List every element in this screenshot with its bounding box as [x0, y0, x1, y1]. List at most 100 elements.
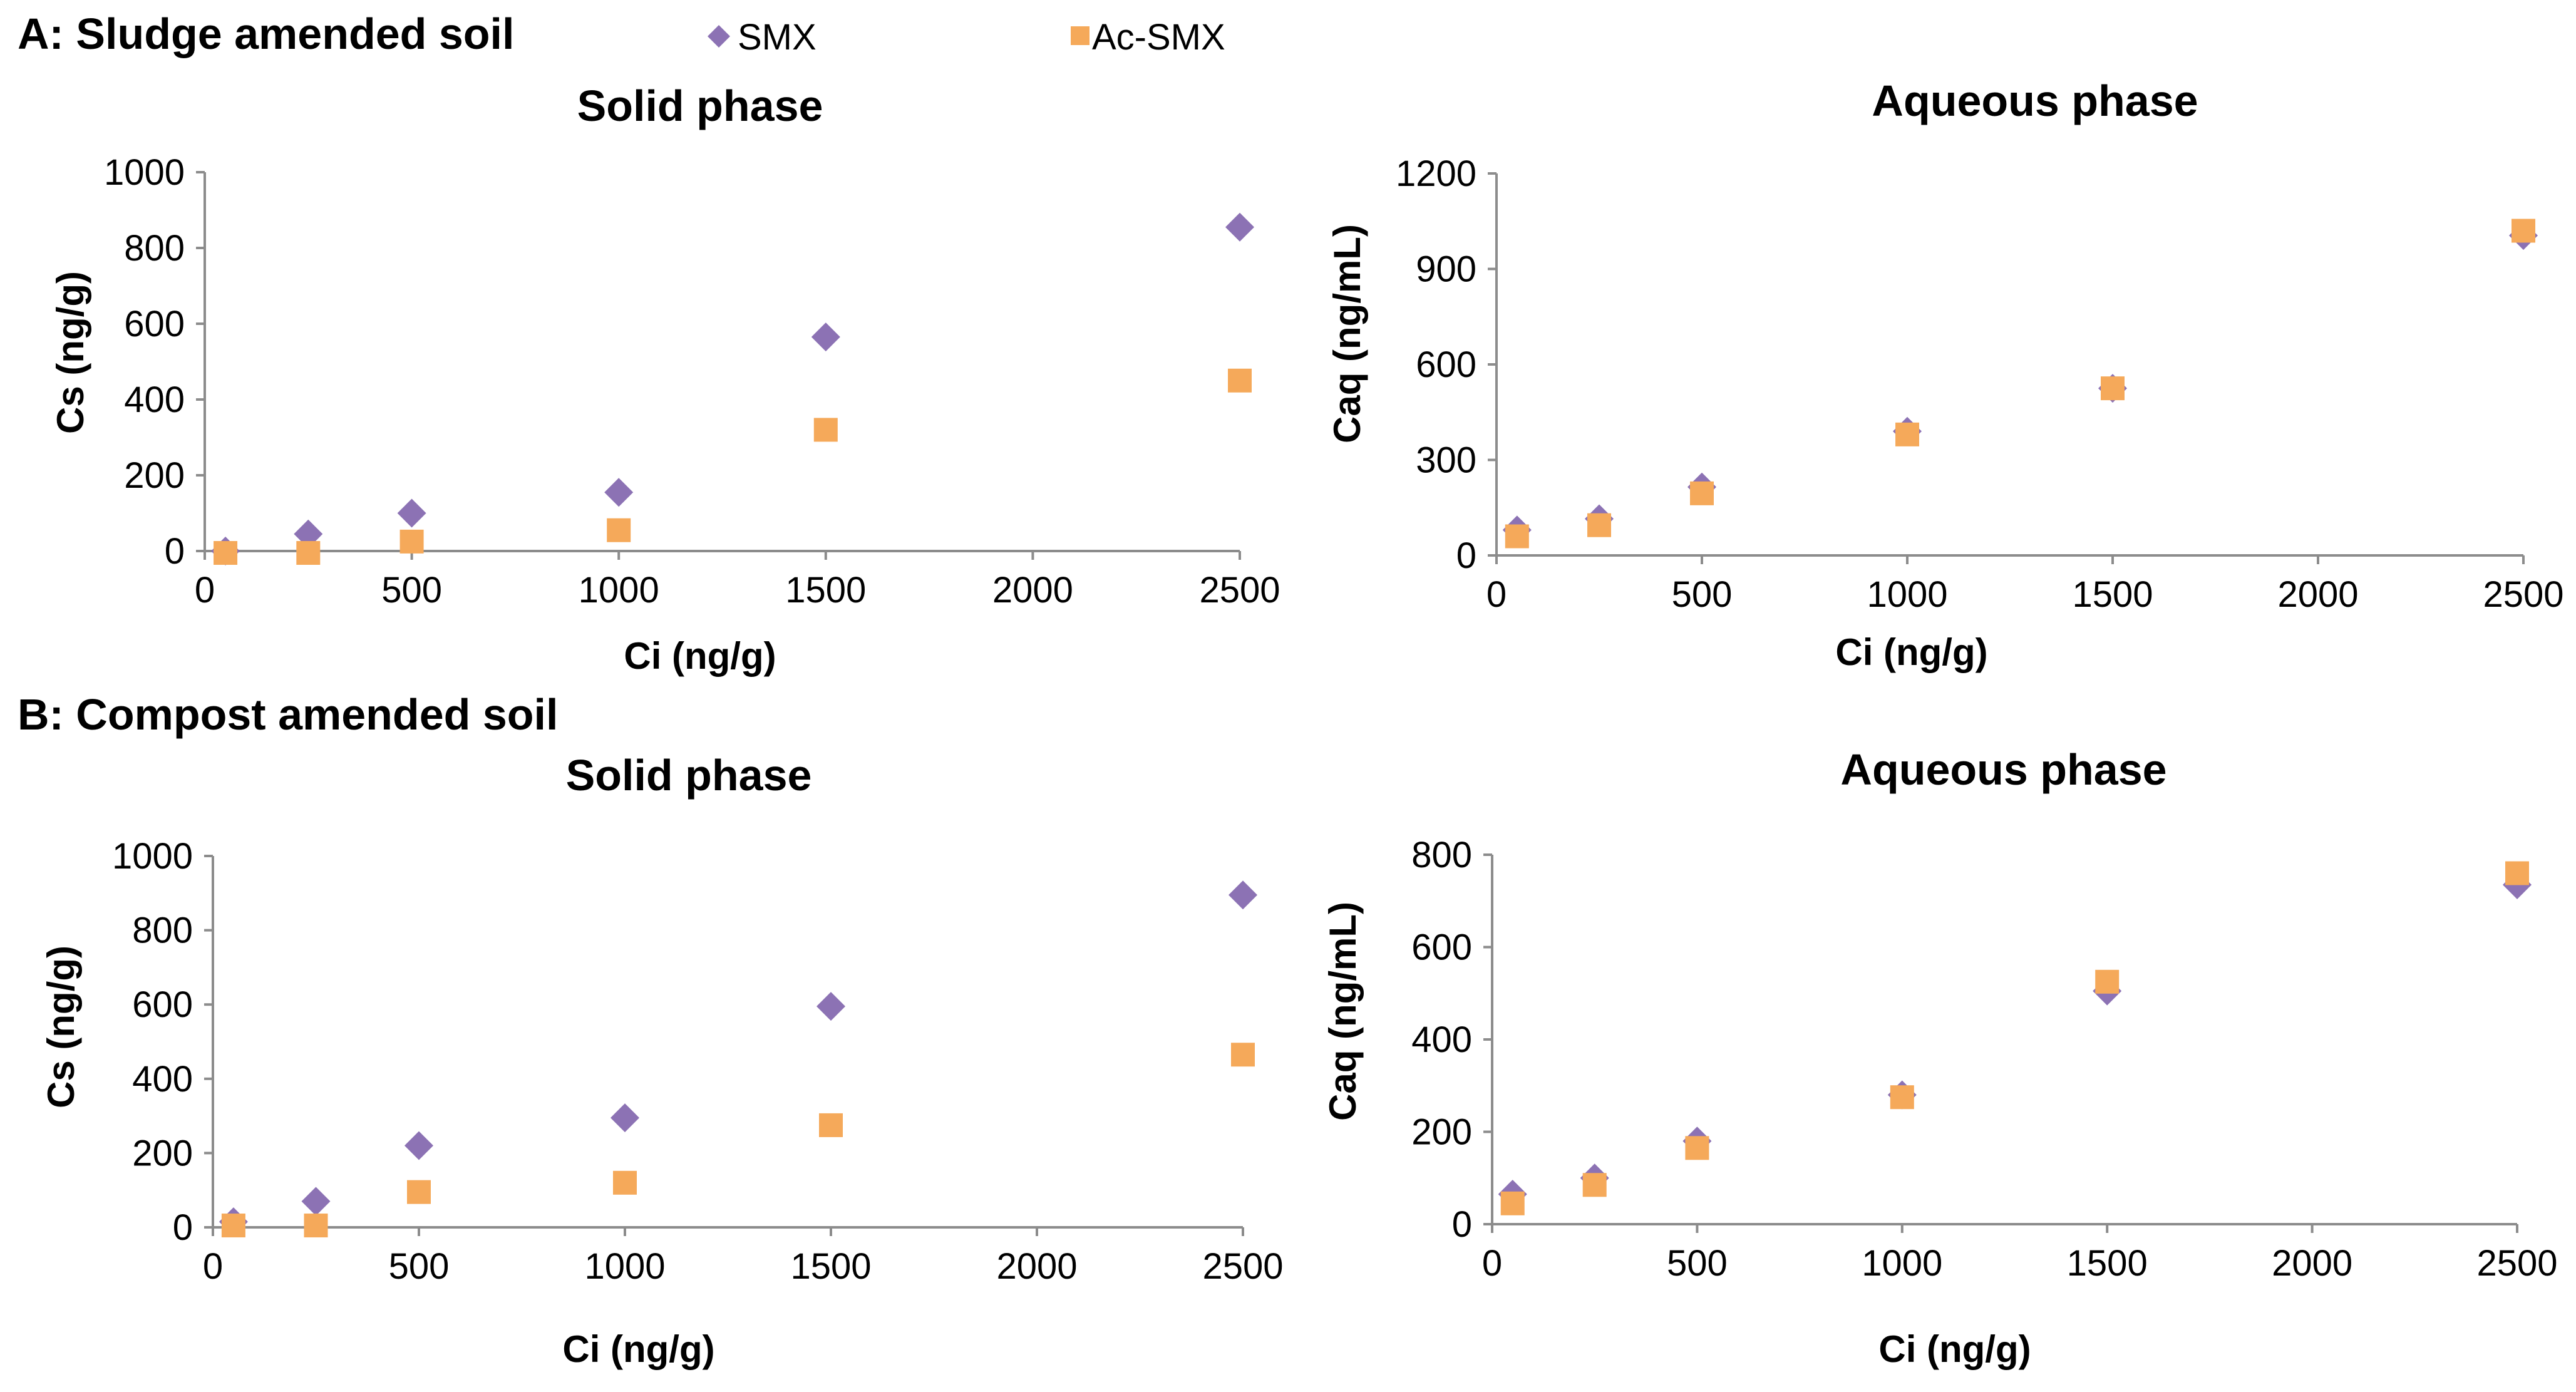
chart-a-solid-phase: Solid phase Ci (ng/g) Cs (ng/g) 0 200 400 6…	[49, 81, 1280, 677]
x-tick-label: 0	[1482, 1243, 1502, 1284]
point-ac-smx	[304, 1214, 328, 1238]
x-tick-label: 2500	[2483, 574, 2563, 615]
point-smx	[301, 1187, 331, 1216]
y-tick-labels: 0 300 600 900 1200	[1396, 153, 1497, 576]
x-tick-label: 2000	[2272, 1243, 2352, 1284]
point-ac-smx	[2505, 861, 2529, 885]
y-tick-label: 200	[1411, 1112, 1472, 1153]
x-tick-label: 1500	[2067, 1243, 2148, 1284]
x-tick-label: 500	[1672, 574, 1733, 615]
y-tick-labels: 0 200 400 600 800 1000	[104, 152, 205, 572]
x-tick-label: 1500	[785, 570, 866, 611]
y-tick-label: 0	[1456, 535, 1476, 576]
point-ac-smx	[296, 541, 321, 565]
data-points	[1502, 219, 2538, 549]
point-smx	[817, 992, 845, 1021]
legend-marker-ac-smx	[1071, 26, 1090, 45]
x-tick-label: 0	[1486, 574, 1507, 615]
chart-title: Solid phase	[577, 81, 823, 130]
x-axis-title: Ci (ng/g)	[624, 635, 776, 677]
x-axis-title: Ci (ng/g)	[1835, 631, 1987, 673]
x-tick-labels: 0 500 1000 1500 2000 2500	[203, 1227, 1284, 1287]
panel-label-b: B: Compost amended soil	[18, 690, 558, 739]
x-tick-label: 1500	[790, 1246, 871, 1287]
point-ac-smx	[399, 529, 424, 554]
chart-a-aqueous-phase: Aqueous phase Ci (ng/g) Caq (ng/mL) 0 300…	[1326, 76, 2564, 673]
point-ac-smx	[1895, 422, 1919, 446]
y-tick-label: 1200	[1396, 153, 1476, 194]
point-smx	[611, 1103, 639, 1133]
y-axis-title: Caq (ng/mL)	[1326, 224, 1368, 443]
point-ac-smx	[407, 1180, 431, 1204]
point-smx	[397, 498, 426, 528]
x-tick-label: 1000	[1867, 574, 1947, 615]
point-ac-smx	[813, 418, 838, 442]
x-tick-label: 500	[1667, 1243, 1728, 1284]
x-tick-label: 2500	[1202, 1246, 1283, 1287]
y-tick-label: 0	[1452, 1204, 1472, 1245]
x-tick-label: 1000	[584, 1246, 665, 1287]
point-ac-smx	[819, 1113, 843, 1137]
y-tick-label: 800	[132, 910, 193, 951]
point-ac-smx	[221, 1214, 245, 1238]
y-tick-label: 400	[132, 1059, 193, 1100]
x-tick-label: 2500	[2476, 1243, 2557, 1284]
point-smx	[1229, 880, 1257, 910]
legend-label-smx: SMX	[738, 17, 817, 58]
point-ac-smx	[2512, 219, 2535, 243]
chart-b-solid-phase: Solid phase Ci (ng/g) Cs (ng/g) 0 200 400 6…	[40, 751, 1284, 1370]
y-tick-label: 400	[124, 379, 185, 420]
y-tick-labels: 0 200 400 600 800	[1411, 835, 1492, 1245]
x-tick-label: 500	[381, 570, 442, 611]
x-tick-label: 2000	[996, 1246, 1077, 1287]
point-smx	[404, 1131, 433, 1160]
y-tick-label: 900	[1416, 249, 1476, 290]
x-axis-title: Ci (ng/g)	[1878, 1328, 2031, 1370]
y-tick-label: 800	[1411, 835, 1472, 875]
point-ac-smx	[1582, 1173, 1607, 1197]
x-tick-label: 2000	[992, 570, 1073, 611]
panel-label-a: A: Sludge amended soil	[18, 9, 514, 58]
point-ac-smx	[613, 1170, 637, 1195]
data-points	[1498, 861, 2532, 1215]
point-ac-smx	[214, 541, 238, 565]
y-tick-label: 1000	[112, 836, 193, 877]
x-tick-label: 500	[389, 1246, 450, 1287]
x-tick-label: 0	[203, 1246, 223, 1287]
point-ac-smx	[1890, 1085, 1914, 1110]
point-ac-smx	[1228, 368, 1252, 393]
x-tick-labels: 0 500 1000 1500 2000 2500	[1486, 555, 2564, 615]
legend: SMX Ac-SMX	[708, 17, 1225, 58]
chart-title: Aqueous phase	[1872, 76, 2198, 125]
point-ac-smx	[1500, 1191, 1525, 1215]
data-points	[211, 212, 1254, 565]
data-points	[219, 880, 1257, 1238]
y-tick-label: 0	[165, 531, 185, 572]
point-smx	[811, 322, 840, 352]
chart-title: Solid phase	[566, 751, 812, 800]
y-tick-label: 300	[1416, 440, 1476, 481]
point-ac-smx	[1505, 524, 1529, 549]
point-ac-smx	[1587, 513, 1611, 537]
point-ac-smx	[2095, 969, 2120, 994]
legend-marker-smx	[708, 25, 730, 48]
x-tick-label: 2500	[1199, 570, 1280, 611]
y-tick-label: 600	[1411, 927, 1472, 968]
point-ac-smx	[1231, 1043, 1255, 1067]
x-tick-label: 1000	[579, 570, 659, 611]
y-tick-label: 1000	[104, 152, 185, 193]
y-tick-label: 200	[132, 1133, 193, 1173]
point-ac-smx	[2101, 376, 2125, 401]
y-tick-label: 200	[124, 455, 185, 496]
point-ac-smx	[1685, 1136, 1709, 1160]
y-tick-label: 800	[124, 228, 185, 269]
x-tick-labels: 0 500 1000 1500 2000 2500	[195, 551, 1280, 611]
y-axis-title: Caq (ng/mL)	[1322, 902, 1364, 1121]
chart-title: Aqueous phase	[1840, 745, 2166, 794]
point-ac-smx	[607, 518, 631, 542]
y-axis-title: Cs (ng/g)	[49, 271, 91, 434]
y-axis-title: Cs (ng/g)	[40, 946, 82, 1108]
point-smx	[604, 478, 634, 507]
y-tick-label: 600	[132, 984, 193, 1025]
